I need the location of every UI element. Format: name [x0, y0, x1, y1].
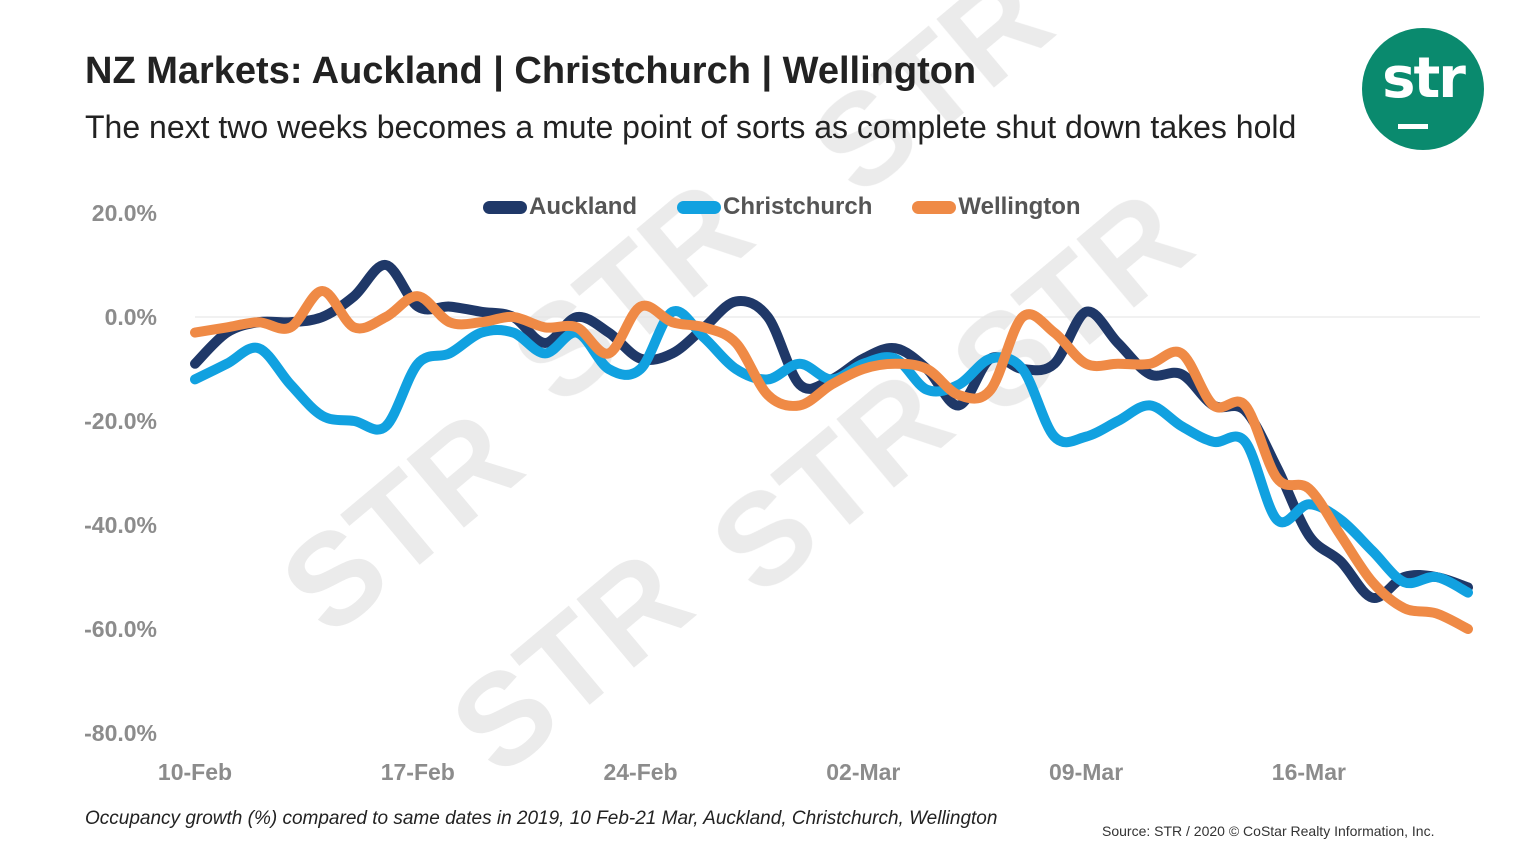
legend-label: Auckland: [529, 193, 638, 220]
y-tick-label: -60.0%: [84, 616, 157, 642]
x-tick-label: 16-Mar: [1272, 759, 1346, 785]
page-subtitle: The next two weeks becomes a mute point …: [85, 109, 1297, 145]
chart-legend: Auckland Christchurch Wellington: [483, 190, 1121, 224]
logo-underline: [1398, 124, 1428, 129]
x-tick-label: 09-Mar: [1049, 759, 1123, 785]
legend-label: Christchurch: [723, 193, 873, 220]
x-tick-label: 02-Mar: [826, 759, 900, 785]
legend-swatch: [677, 200, 722, 214]
legend-item-wellington: Wellington: [912, 193, 1081, 221]
y-tick-label: 0.0%: [105, 304, 157, 330]
x-tick-label: 17-Feb: [381, 759, 455, 785]
y-tick-label: -40.0%: [84, 512, 157, 538]
y-tick-label: -20.0%: [84, 408, 157, 434]
page-title: NZ Markets: Auckland | Christchurch | We…: [85, 50, 977, 92]
x-tick-label: 10-Feb: [158, 759, 232, 785]
x-tick-label: 24-Feb: [603, 759, 677, 785]
y-tick-label: -80.0%: [84, 720, 157, 746]
logo-text: str: [1382, 46, 1466, 111]
y-tick-label: 20.0%: [92, 200, 157, 226]
series-line-wellington: [190, 286, 1473, 634]
legend-swatch: [912, 200, 957, 214]
series-line-christchurch: [190, 306, 1473, 598]
occupancy-line-chart: 20.0% 0.0% -20.0% -40.0% -60.0% -80.0%10-Feb 1…: [84, 200, 1480, 785]
legend-item-christchurch: Christchurch: [677, 193, 872, 221]
legend-item-auckland: Auckland: [483, 193, 637, 221]
legend-swatch: [483, 200, 527, 214]
legend-label: Wellington: [958, 193, 1081, 220]
str-logo: str: [1362, 28, 1484, 150]
source-note: Source: STR / 2020 © CoStar Realty Infor…: [1102, 823, 1435, 839]
chart-caption: Occupancy growth (%) compared to same da…: [85, 808, 998, 829]
